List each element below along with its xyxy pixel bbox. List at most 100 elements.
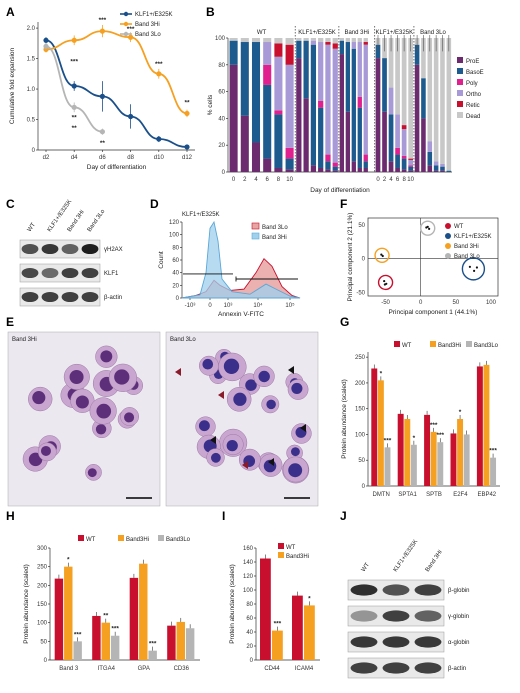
y-tick-label: 200 — [37, 583, 48, 589]
blot-band — [414, 636, 442, 648]
stack-segment — [263, 84, 272, 159]
x-tick-label: d10 — [154, 155, 165, 161]
x-tick-label: d8 — [127, 155, 134, 161]
bar — [304, 605, 315, 660]
stack-segment — [345, 38, 350, 43]
stack-segment — [421, 118, 426, 172]
bar — [92, 615, 101, 660]
lane-label: Band 3Hi — [425, 549, 444, 573]
cell-nucleus — [202, 358, 214, 370]
stack-segment — [375, 58, 381, 172]
legend-swatch — [394, 341, 400, 347]
stack-segment — [229, 40, 238, 65]
legend-label: Band3Hi — [126, 537, 149, 543]
panel-label-c: C — [6, 197, 15, 211]
cell-nucleus — [95, 424, 107, 435]
stack-segment — [401, 158, 407, 170]
stack-segment — [395, 38, 400, 115]
legend-label: Dead — [466, 114, 480, 120]
data-point — [184, 144, 190, 150]
y-tick-label: 150 — [355, 407, 366, 413]
blot-band — [414, 662, 442, 674]
stack-segment — [351, 48, 356, 162]
stack-segment — [401, 155, 407, 159]
stack-segment — [310, 44, 317, 166]
stack-segment — [229, 38, 238, 41]
significance-mark: *** — [111, 626, 119, 633]
stack-segment — [240, 38, 249, 43]
y-tick-label: 40 — [246, 630, 253, 636]
cell-nucleus — [87, 468, 97, 478]
stack-segment — [421, 38, 426, 79]
micrograph-label: Band 3Lo — [170, 337, 196, 343]
bar — [260, 558, 271, 660]
stack-segment — [263, 38, 272, 43]
cell-nucleus — [75, 395, 89, 409]
stack-segment — [357, 96, 362, 108]
legend-swatch — [457, 90, 463, 96]
blot-band — [350, 636, 378, 648]
stack-segment — [240, 115, 249, 172]
stack-segment — [285, 44, 294, 65]
bar — [410, 444, 417, 486]
data-point — [380, 253, 383, 256]
y-tick-label: 250 — [37, 565, 48, 571]
stack-segment — [251, 42, 261, 143]
stack-segment — [414, 64, 420, 172]
blot-band — [382, 584, 410, 596]
panel-label-i: I — [222, 509, 225, 523]
blot-band — [414, 610, 442, 622]
stack-segment — [285, 38, 294, 45]
bar — [148, 650, 157, 660]
x-tick-label: 10⁴ — [253, 302, 263, 309]
data-point — [383, 283, 386, 286]
x-tick-label: 4 — [389, 177, 393, 183]
x-tick-label: SPTA1 — [398, 492, 417, 498]
stack-segment — [318, 107, 324, 168]
cell-nucleus — [288, 463, 303, 478]
significance-mark: *** — [70, 58, 78, 65]
arrowhead — [218, 391, 224, 399]
y-tick-label: 20 — [172, 283, 179, 289]
cell-nucleus — [198, 420, 210, 432]
y-axis-label: Count — [158, 251, 165, 269]
stack-segment — [274, 110, 283, 115]
data-point — [71, 83, 77, 89]
stack-segment — [408, 158, 414, 160]
stack-segment — [421, 78, 426, 119]
stack-segment — [229, 64, 238, 172]
x-tick-label: 0 — [232, 177, 236, 183]
arrowhead — [242, 461, 248, 469]
bar — [437, 442, 444, 486]
arrowhead — [210, 436, 216, 444]
cell-nucleus — [290, 447, 300, 457]
panel-d-flow-histogram: 0 20 40 60 80 100 120 -10³ 0 10³ 10⁴ 10⁵ Annexin V-F… — [158, 212, 301, 318]
cell-nucleus — [266, 399, 276, 410]
panel-label-a: A — [6, 5, 15, 19]
x-tick-label: Band 3 — [59, 666, 79, 672]
legend-label: KLF1+/E325K — [135, 12, 173, 18]
significance-mark: ** — [103, 613, 109, 620]
group-ellipse — [461, 257, 486, 281]
y-tick-label: 100 — [37, 621, 48, 627]
lane-label: Band 3Hi — [67, 209, 86, 233]
stack-segment — [303, 38, 309, 41]
stack-segment — [414, 44, 420, 65]
blot-band — [21, 291, 39, 303]
significance-mark: ** — [100, 140, 106, 147]
stack-segment — [388, 38, 394, 88]
stack-segment — [351, 42, 356, 49]
significance-mark: *** — [384, 437, 392, 444]
bar — [384, 447, 391, 486]
stack-segment — [332, 162, 338, 167]
significance-mark: * — [308, 595, 311, 602]
legend-swatch — [158, 535, 164, 541]
legend-swatch — [118, 535, 124, 541]
stack-segment — [345, 111, 350, 172]
stack-segment — [388, 114, 394, 162]
data-point — [475, 266, 479, 269]
legend-marker — [123, 21, 129, 27]
stack-segment — [351, 38, 356, 43]
y-tick-label: -50 — [356, 291, 365, 297]
